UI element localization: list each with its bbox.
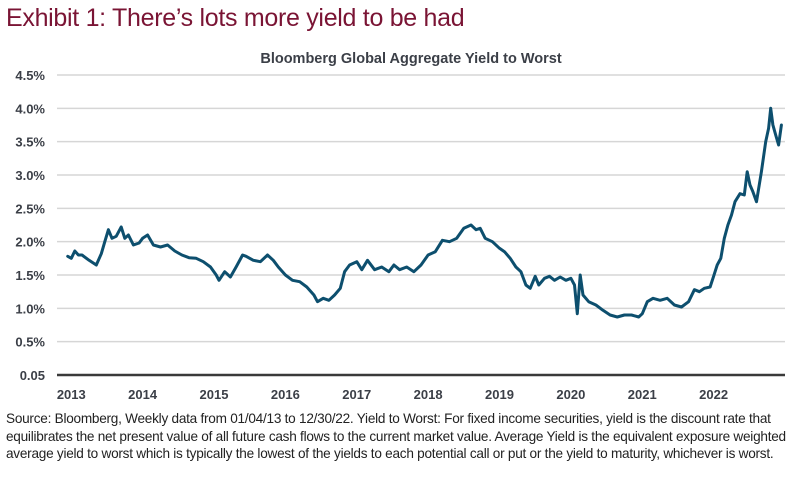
x-tick-label: 2016 (271, 387, 300, 402)
source-footnote: Source: Bloomberg, Weekly data from 01/0… (6, 411, 786, 462)
y-tick-label: 0.5% (15, 335, 45, 350)
y-tick-label: 3.5% (15, 135, 45, 150)
line-chart: Bloomberg Global Aggregate Yield to Wors… (15, 51, 785, 402)
y-tick-label: 1.0% (15, 301, 45, 316)
x-tick-label: 2019 (485, 387, 514, 402)
y-tick-label: 1.5% (15, 268, 45, 283)
x-tick-label: 2022 (699, 387, 728, 402)
y-tick-label: 4.5% (15, 68, 45, 83)
y-tick-label: 2.0% (15, 235, 45, 250)
y-tick-label: 4.0% (15, 101, 45, 116)
x-tick-label: 2020 (556, 387, 585, 402)
x-tick-label: 2017 (342, 387, 371, 402)
series-line-yield-to-worst (66, 106, 783, 319)
chart-title: Bloomberg Global Aggregate Yield to Wors… (260, 51, 561, 67)
gridlines (57, 74, 785, 343)
x-tick-label: 2013 (57, 387, 86, 402)
exhibit-title: Exhibit 1: There’s lots more yield to be… (6, 4, 465, 32)
y-tick-label: 0.05 (20, 368, 45, 383)
x-axis-labels: 2013 2014 2015 2016 2017 2018 2019 2020 2021 2022 (57, 387, 728, 402)
y-tick-label: 3.0% (15, 168, 45, 183)
y-axis-labels: 0.05 0.5% 1.0% 1.5% 2.0% 2.5% 3.0% 3.5% 4.0% 4.5% (15, 68, 45, 383)
y-tick-label: 2.5% (15, 201, 45, 216)
x-tick-label: 2021 (628, 387, 657, 402)
x-tick-label: 2015 (200, 387, 229, 402)
x-tick-label: 2014 (128, 387, 158, 402)
x-tick-label: 2018 (414, 387, 443, 402)
